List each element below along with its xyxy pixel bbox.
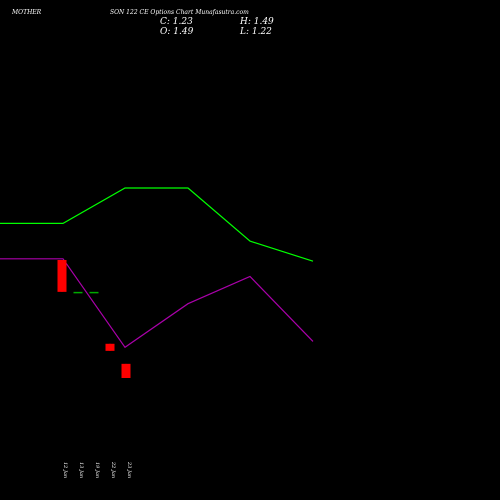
candle-body <box>57 260 67 292</box>
indicator-lines <box>0 187 314 349</box>
high-price-label: H: 1.49 <box>240 17 274 27</box>
candle-body <box>89 291 99 294</box>
x-tick-label: 19 Jan <box>94 462 100 478</box>
x-tick-label: 23 Jan <box>126 461 132 478</box>
candle-body <box>121 363 131 378</box>
candle-body <box>73 291 83 294</box>
close-price-label: C: 1.23 <box>160 17 193 27</box>
indicator-line-2 <box>0 258 314 349</box>
x-tick-label: 22 Jan <box>110 461 116 478</box>
chart-left-title: MOTHER <box>12 9 42 16</box>
x-tick-label: 13 Jan <box>78 462 84 478</box>
indicator-line-1 <box>0 187 314 262</box>
chart-subtitle: SON 122 CE Options Chart Munafasutra.com <box>110 9 249 16</box>
candles <box>57 260 131 378</box>
candle-body <box>105 343 115 351</box>
low-price-label: L: 1.22 <box>240 27 272 37</box>
open-price-label: O: 1.49 <box>160 27 194 37</box>
x-axis-ticks: 12 Jan 13 Jan 19 Jan 22 Jan 23 Jan <box>62 461 132 478</box>
x-tick-label: 12 Jan <box>62 462 68 478</box>
